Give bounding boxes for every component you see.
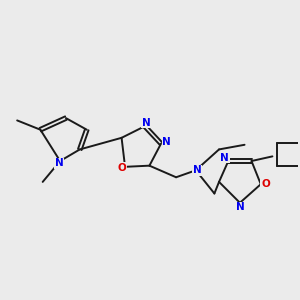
Text: N: N bbox=[220, 152, 229, 163]
Text: O: O bbox=[261, 179, 270, 189]
Text: N: N bbox=[193, 165, 201, 175]
Text: N: N bbox=[162, 137, 171, 148]
Text: N: N bbox=[55, 158, 63, 168]
Text: N: N bbox=[236, 202, 244, 212]
Text: O: O bbox=[117, 163, 126, 173]
Text: N: N bbox=[142, 118, 150, 128]
